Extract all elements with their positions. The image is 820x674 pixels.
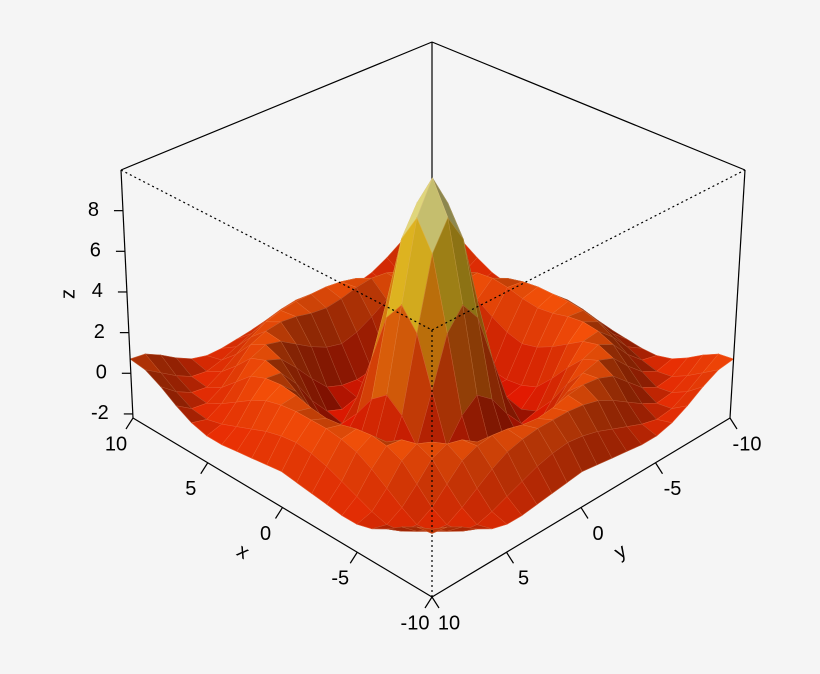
x-tick-label: 0 <box>260 523 271 545</box>
y-tick-label: -5 <box>664 478 682 500</box>
y-tick <box>431 596 440 609</box>
x-tick <box>200 462 209 475</box>
z-axis-title: z <box>57 289 79 299</box>
x-tick <box>125 417 134 430</box>
z-tick-label: -2 <box>91 402 109 424</box>
box-edge <box>431 41 746 171</box>
x-tick-label: 10 <box>105 433 127 455</box>
z-tick-label: 6 <box>90 240 101 262</box>
y-tick-label: 0 <box>592 523 603 545</box>
surface <box>129 177 735 534</box>
y-tick-label: 10 <box>438 612 460 634</box>
y-tick <box>580 507 589 519</box>
z-tick-label: 8 <box>88 199 99 221</box>
x-tick-label: 5 <box>185 478 196 500</box>
y-tick <box>505 551 515 564</box>
box-edge <box>120 169 134 419</box>
y-tick-label: 5 <box>518 568 529 590</box>
y-tick <box>729 417 738 430</box>
x-tick-label: -5 <box>331 568 349 590</box>
y-tick <box>654 462 664 475</box>
z-tick-label: 4 <box>92 280 103 302</box>
mesh-line <box>416 526 448 534</box>
box-edge <box>729 169 746 419</box>
z-tick-label: 0 <box>96 362 107 384</box>
x-tick <box>424 596 433 609</box>
box-edge-hidden <box>431 169 746 331</box>
x-tick <box>349 551 358 564</box>
box-edge-hidden <box>120 169 433 331</box>
x-tick <box>274 507 284 519</box>
box-edge <box>120 41 433 171</box>
x-tick-label: -10 <box>401 612 430 634</box>
y-tick-label: -10 <box>733 433 762 455</box>
z-tick-label: 2 <box>94 321 105 343</box>
